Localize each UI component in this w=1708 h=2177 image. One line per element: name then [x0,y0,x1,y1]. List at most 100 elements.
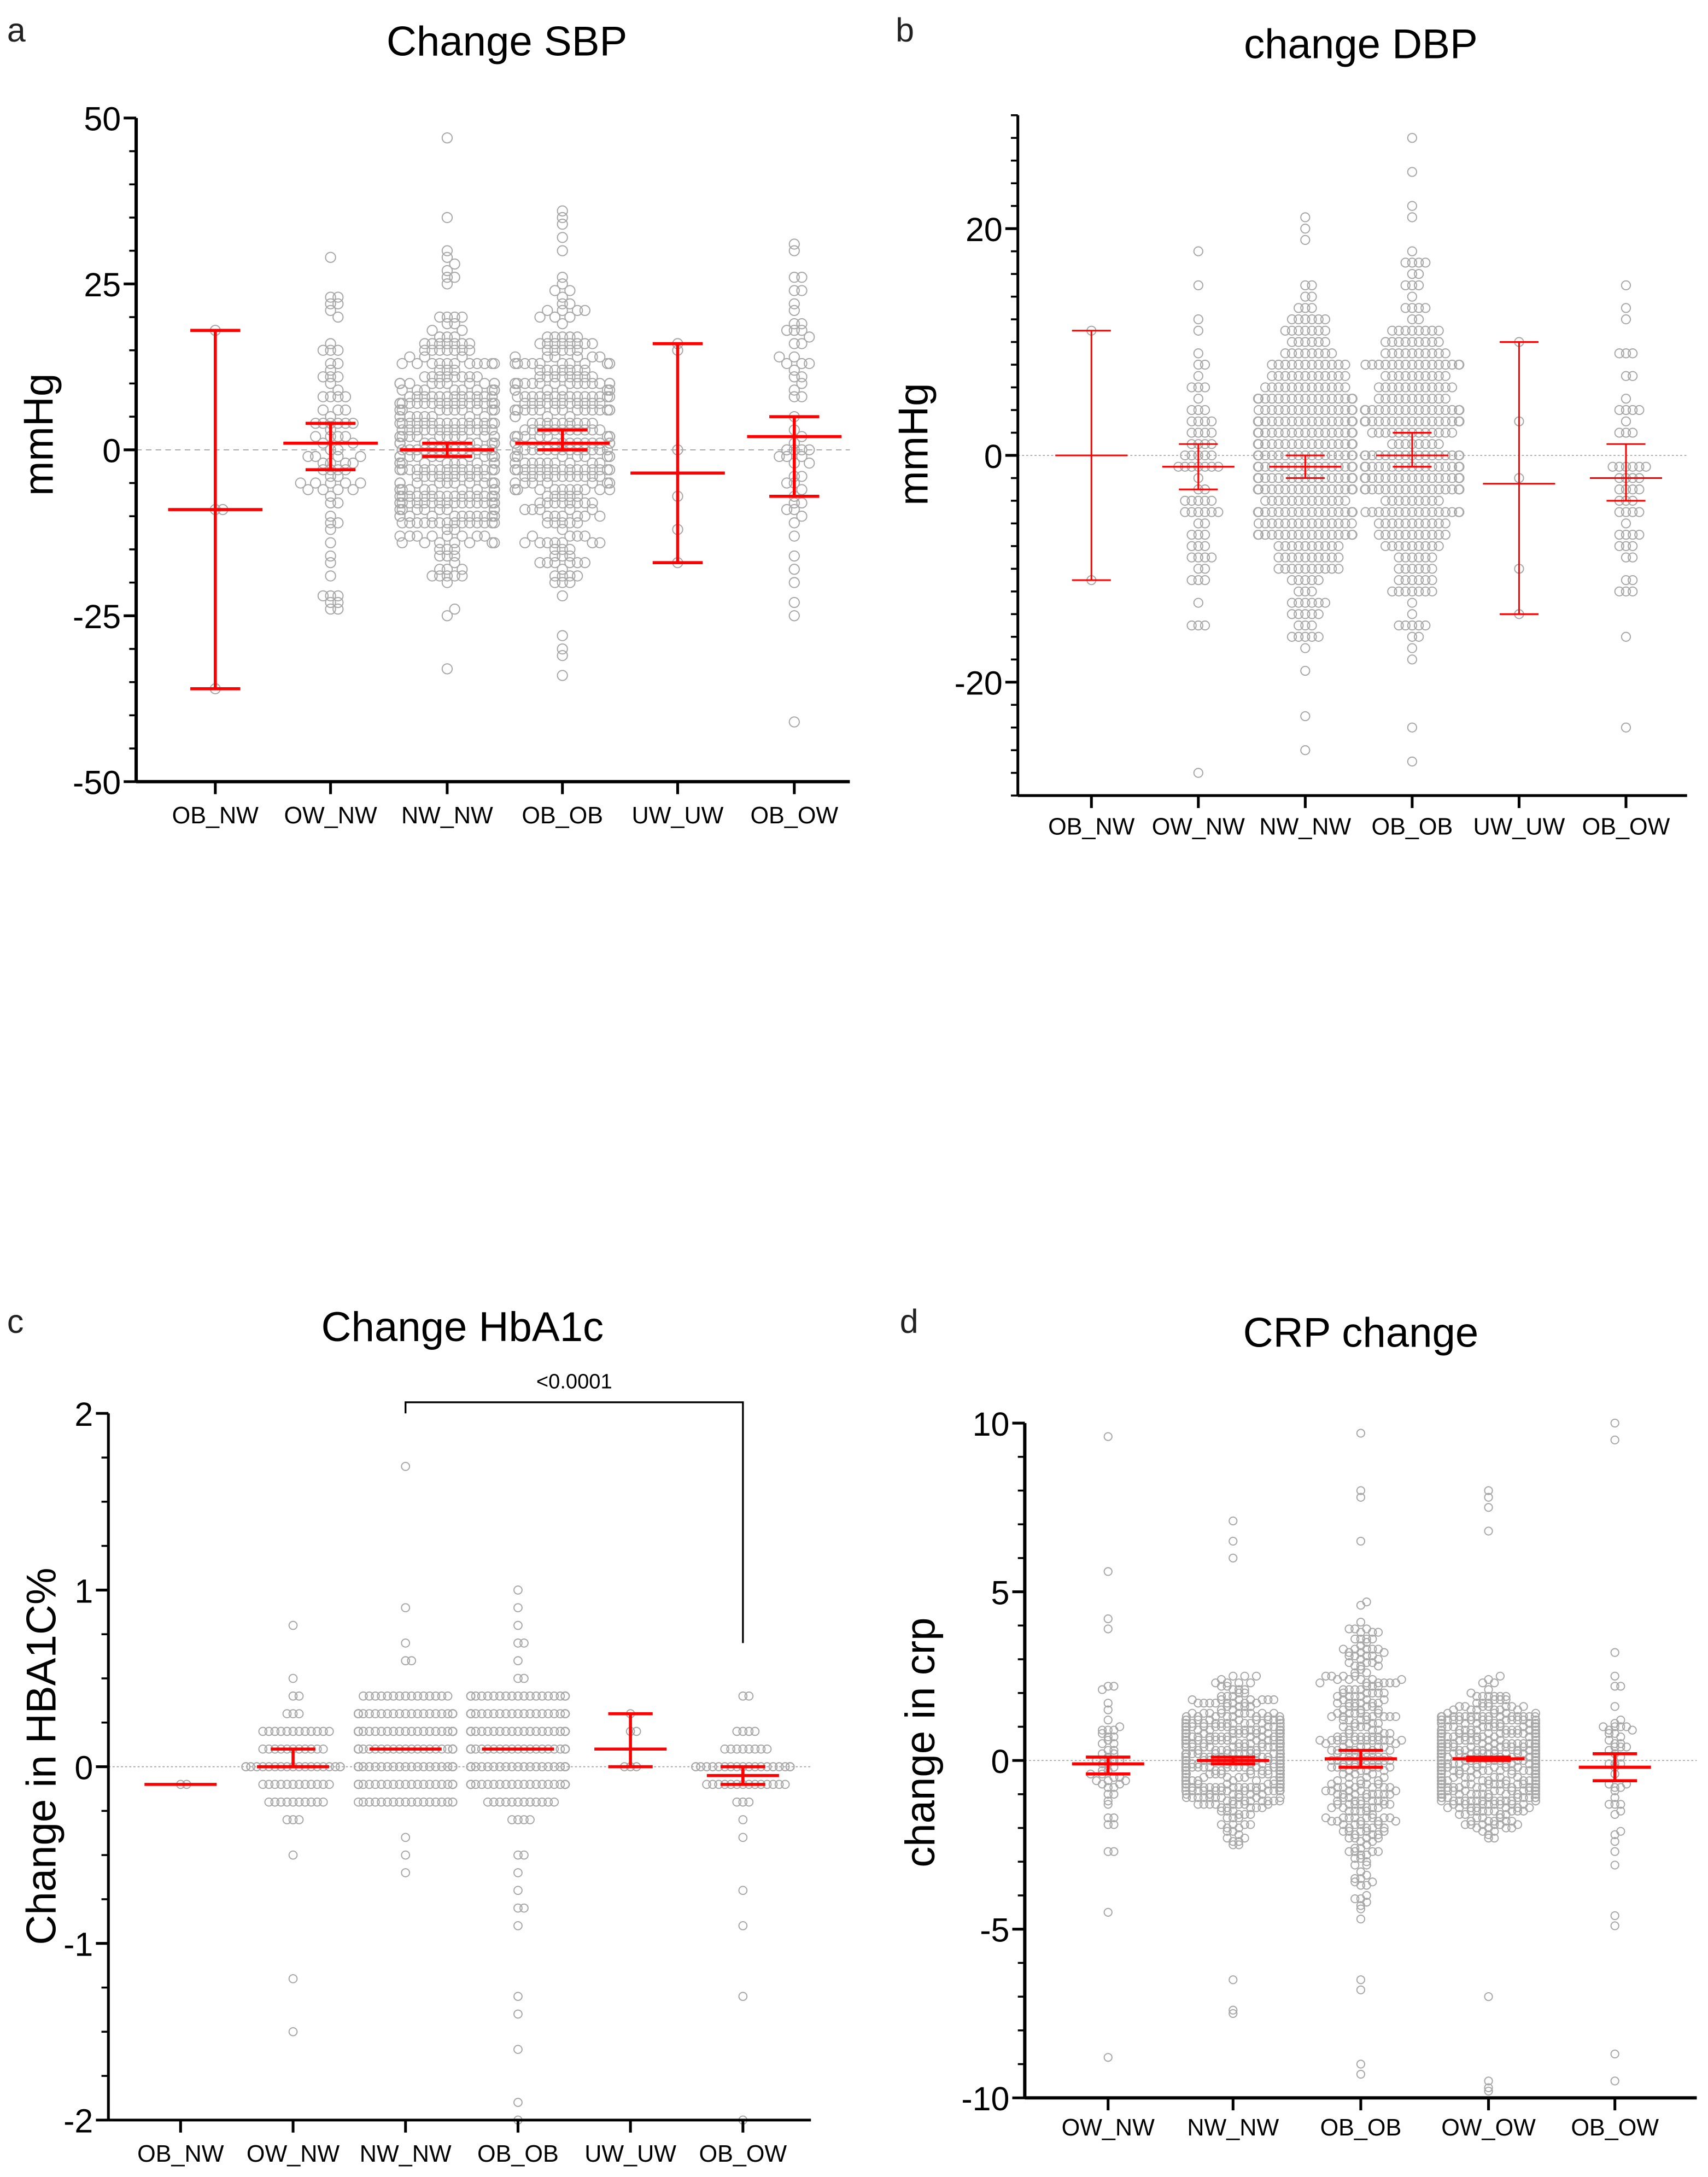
data-point [413,1780,423,1789]
data-point [413,1727,423,1736]
data-point [300,1727,310,1736]
data-point [365,1780,374,1789]
data-point [1621,507,1631,517]
data-point [471,471,483,482]
data-point [1300,280,1311,291]
data-point [604,358,616,370]
data-point [604,404,616,416]
data-point [449,331,460,343]
data-point [487,424,498,436]
data-point [325,537,336,548]
data-point [441,524,453,535]
data-point [471,464,483,476]
data-point [340,477,352,489]
data-point [542,344,553,356]
data-point [471,358,483,370]
data-point [527,477,539,489]
data-point [1307,541,1317,552]
data-point [396,537,408,548]
data-point [1434,416,1444,426]
data-point [426,411,438,423]
x-tick-label: NW_NW [401,803,493,829]
data-point [1380,484,1391,495]
data-point [457,484,468,495]
data-point [288,1691,298,1701]
data-point [564,471,576,482]
data-point [394,497,406,509]
data-point [531,1709,541,1718]
data-point [513,1727,523,1736]
data-point [549,351,561,363]
data-point [325,471,336,482]
mean-errorbar-UW_UW [594,1712,667,1769]
data-point [1307,291,1317,302]
data-point [310,431,321,442]
data-point [1610,1418,1619,1428]
data-point [1193,507,1203,517]
data-point [1599,1722,1608,1731]
data-point [325,344,336,356]
data-point [1193,405,1203,415]
data-point [796,318,808,330]
data-point [1338,1803,1348,1812]
data-point [542,371,553,383]
data-point [471,497,483,509]
data-point [543,1780,553,1789]
data-point [332,484,344,495]
data-point [434,504,446,516]
data-point [531,1727,541,1736]
data-point [549,1709,559,1718]
data-point [489,484,500,495]
data-point [542,418,553,429]
data-point [419,504,430,516]
data-point [1367,416,1377,426]
data-point [542,464,553,476]
data-point [513,1921,523,1930]
data-point [419,338,430,349]
data-point [441,318,453,330]
data-point [457,311,468,323]
data-point [1387,337,1397,347]
data-point [1260,382,1271,393]
data-point [1454,461,1465,472]
data-point [282,1780,292,1789]
data-point [401,1780,411,1789]
data-point [1628,530,1638,540]
data-point [1307,359,1317,370]
data-point [527,530,539,542]
data-point [479,424,490,436]
data-point [318,1744,328,1754]
data-point [534,397,546,409]
data-point [354,1744,363,1754]
data-point [1454,473,1465,483]
data-point [1434,348,1444,359]
data-point [441,245,453,256]
data-point [1434,325,1444,336]
data-point [549,364,561,376]
data-point [571,305,583,317]
data-point [495,1691,505,1701]
data-point [1394,518,1404,529]
data-point [288,1974,298,1983]
data-point [1300,564,1311,574]
data-point [1253,416,1264,426]
data-point [1097,1685,1107,1694]
data-point [1286,405,1297,415]
mean-errorbar-UW_UW [1483,341,1555,615]
data-point [557,471,568,482]
data-point [1186,552,1197,563]
data-point [1440,405,1450,415]
data-point [457,570,468,582]
data-point [1320,314,1331,325]
data-point [1229,1553,1238,1562]
data-point [434,570,446,582]
data-point [325,596,336,608]
data-point [549,557,561,569]
data-point [419,391,430,402]
data-point [1447,507,1458,517]
data-point [788,318,800,330]
data-point [604,484,616,495]
data-point [1267,518,1277,529]
y-tick-label: -2 [63,2103,93,2140]
